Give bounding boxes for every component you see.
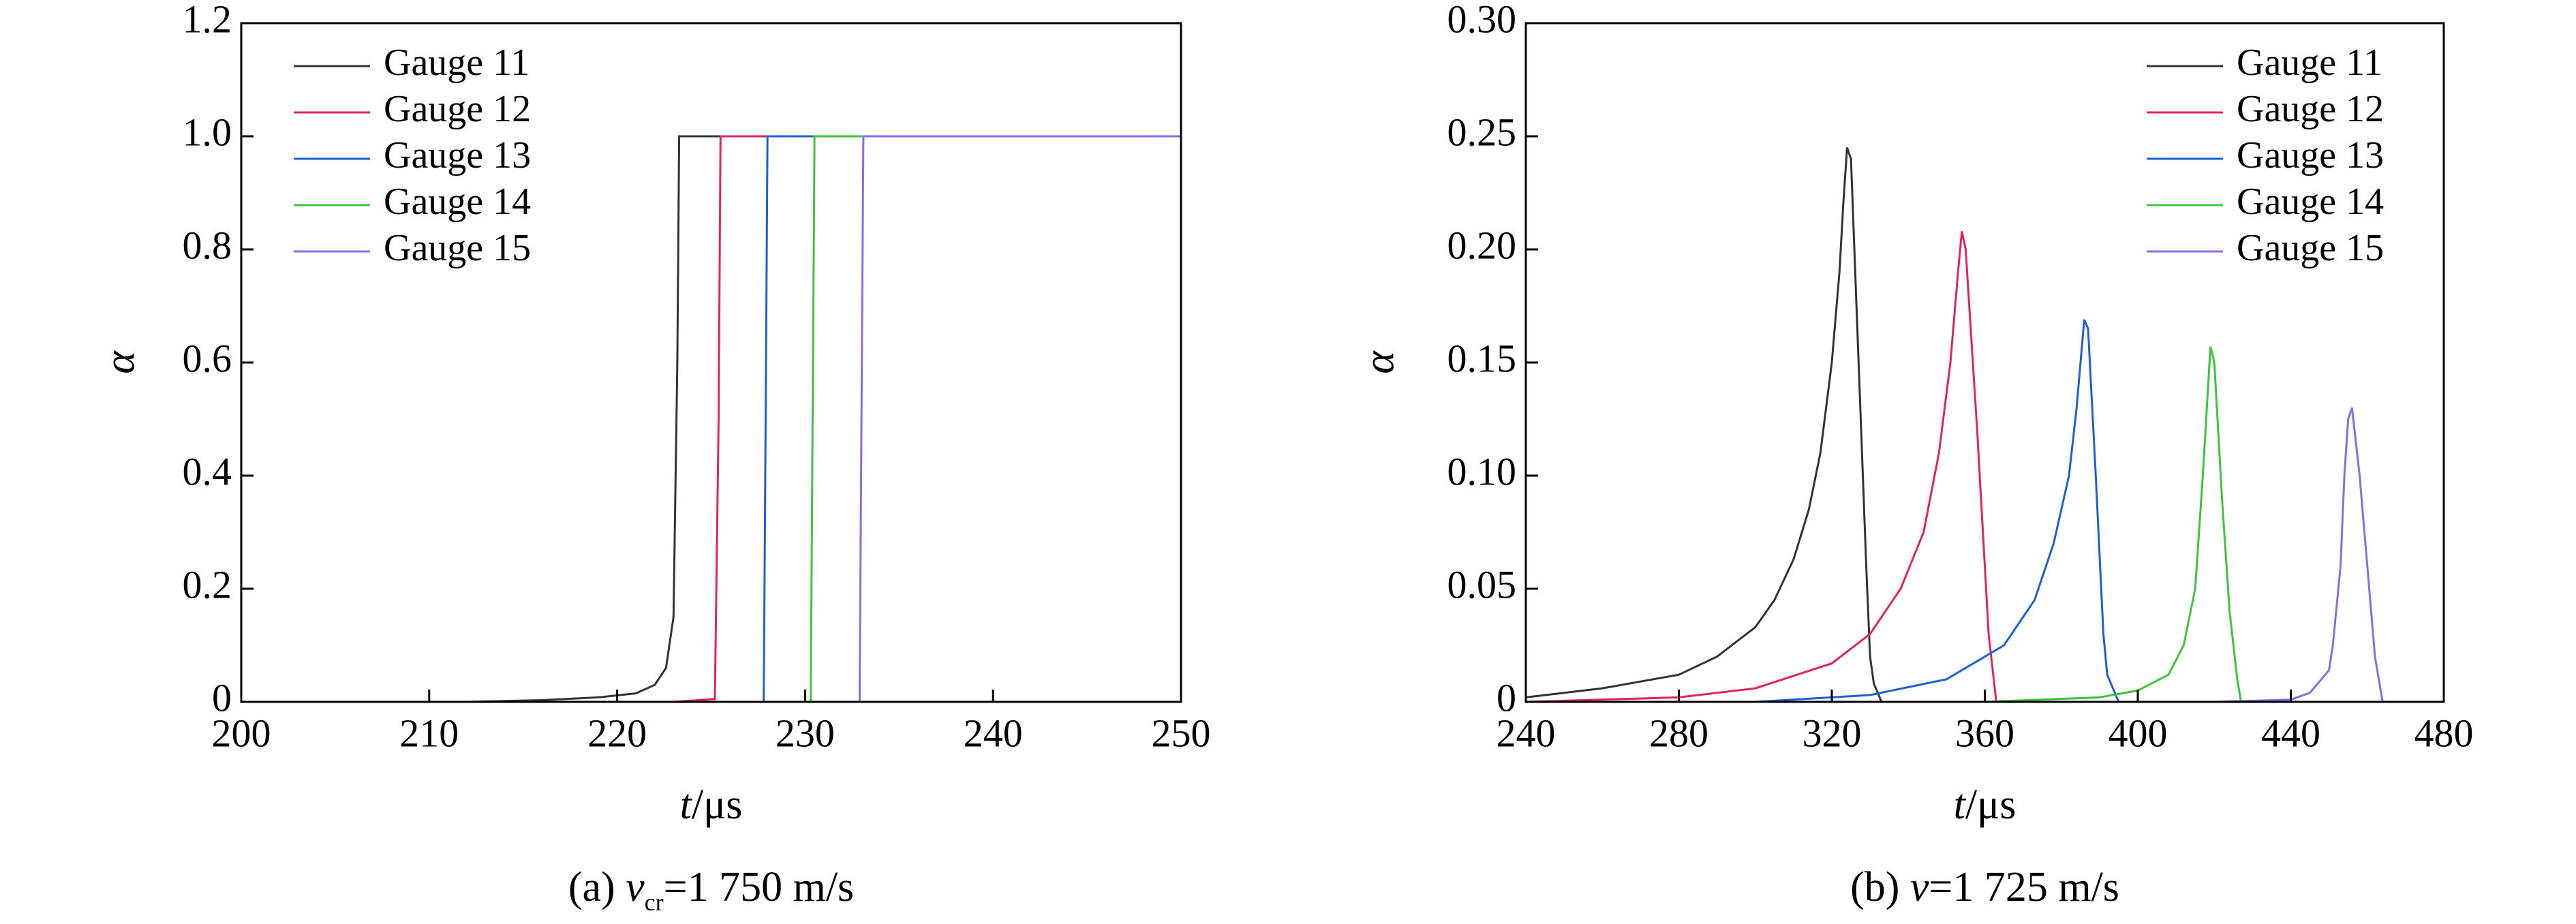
- caption-part: (a): [568, 864, 626, 910]
- y-tick-label: 1.2: [183, 0, 232, 41]
- x-axis-label-part: /μs: [1965, 782, 2017, 828]
- y-tick-label: 0.6: [183, 336, 232, 380]
- x-tick-label: 200: [212, 711, 271, 755]
- x-tick-label: 240: [1497, 711, 1556, 755]
- series-line: [1984, 346, 2253, 703]
- x-tick-label: 220: [587, 711, 647, 755]
- legend-label: Gauge 14: [384, 181, 531, 223]
- series-line: [673, 135, 1181, 703]
- y-axis-label: α: [95, 350, 144, 374]
- legend-label: Gauge 14: [2237, 181, 2384, 223]
- series-line: [1525, 231, 1997, 703]
- series-line: [767, 135, 1181, 703]
- caption: (b) v=1 725 m/s: [1850, 864, 2119, 910]
- x-axis-label-part: /μs: [692, 782, 743, 828]
- legend-label: Gauge 15: [2237, 227, 2384, 269]
- y-tick-label: 0.8: [183, 223, 232, 267]
- series-line: [1525, 147, 1883, 703]
- y-tick-label: 0.4: [183, 449, 232, 493]
- x-tick-label: 250: [1152, 711, 1211, 755]
- caption-part: cr: [645, 889, 664, 916]
- legend-label: Gauge 11: [384, 42, 530, 84]
- caption-part: v: [1910, 864, 1929, 910]
- caption-part: =1 725 m/s: [1929, 864, 2119, 910]
- y-tick-label: 0: [212, 675, 232, 720]
- x-axis-label: t/μs: [1954, 782, 2017, 828]
- y-tick-label: 0: [1497, 675, 1516, 720]
- x-axis-label-part: t: [680, 782, 693, 828]
- x-tick-label: 480: [2414, 711, 2474, 755]
- legend-label: Gauge 12: [2237, 88, 2384, 130]
- legend-label: Gauge 15: [384, 227, 531, 269]
- x-tick-label: 240: [964, 711, 1023, 755]
- caption-part: =1 750 m/s: [664, 864, 855, 910]
- y-tick-label: 0.2: [183, 562, 232, 606]
- x-tick-label: 230: [776, 711, 835, 755]
- plot-frame: [240, 22, 1182, 703]
- x-tick-label: 280: [1649, 711, 1708, 755]
- caption: (a) vcr=1 750 m/s: [568, 864, 854, 916]
- y-tick-label: 0.25: [1447, 110, 1517, 154]
- x-tick-label: 400: [2109, 711, 2168, 755]
- legend-label: Gauge 11: [2237, 42, 2382, 84]
- x-axis-label: t/μs: [680, 782, 743, 828]
- x-tick-label: 360: [1955, 711, 2014, 755]
- y-tick-label: 0.20: [1447, 223, 1517, 267]
- series-line: [466, 135, 1181, 703]
- series-line: [711, 135, 1181, 703]
- series-line: [1755, 319, 2120, 703]
- legend-label: Gauge 13: [2237, 134, 2384, 176]
- y-axis-label: α: [1355, 350, 1403, 374]
- caption-part: v: [626, 864, 645, 910]
- y-tick-label: 0.05: [1447, 562, 1517, 606]
- y-tick-label: 0.30: [1447, 0, 1517, 41]
- x-tick-label: 320: [1803, 711, 1862, 755]
- x-tick-label: 440: [2261, 711, 2320, 755]
- legend-label: Gauge 12: [384, 88, 531, 130]
- x-axis-label-part: t: [1954, 782, 1967, 828]
- legend-label: Gauge 13: [384, 134, 531, 176]
- series-line: [824, 135, 1181, 703]
- x-tick-label: 210: [399, 711, 459, 755]
- y-tick-label: 1.0: [183, 110, 232, 154]
- y-tick-label: 0.10: [1447, 449, 1517, 493]
- series-line: [2214, 407, 2429, 703]
- caption-part: (b): [1850, 864, 1910, 910]
- y-tick-label: 0.15: [1447, 336, 1517, 380]
